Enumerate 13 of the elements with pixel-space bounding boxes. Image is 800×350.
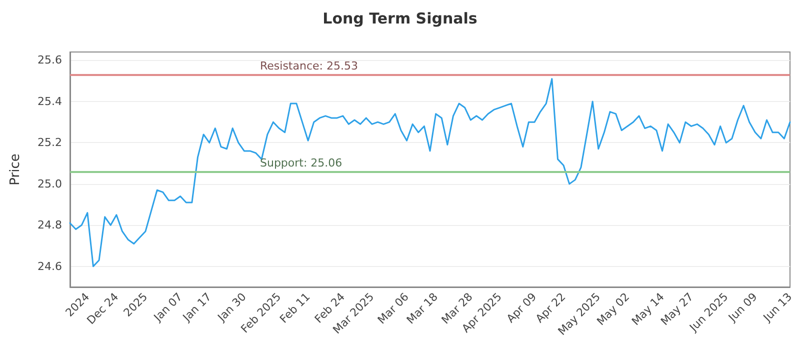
y-tick-label: 25.4: [38, 94, 62, 108]
y-axis-title: Price: [8, 154, 23, 186]
ref-line-label: Resistance: 25.53: [260, 60, 358, 73]
ref-line-label: Support: 25.06: [260, 156, 342, 170]
y-tick-label: 25.6: [38, 54, 62, 67]
x-tick-label: Jan 17: [180, 290, 214, 325]
y-tick-label: 25.0: [38, 177, 62, 190]
line-series: [69, 78, 791, 268]
x-tick-label: Jun 13: [760, 290, 795, 325]
y-tick-label: 24.8: [38, 218, 62, 232]
y-tick-label: 24.6: [38, 260, 62, 273]
chart-title: Long Term Signals: [322, 10, 478, 28]
y-tick-label: 25.2: [38, 136, 62, 150]
